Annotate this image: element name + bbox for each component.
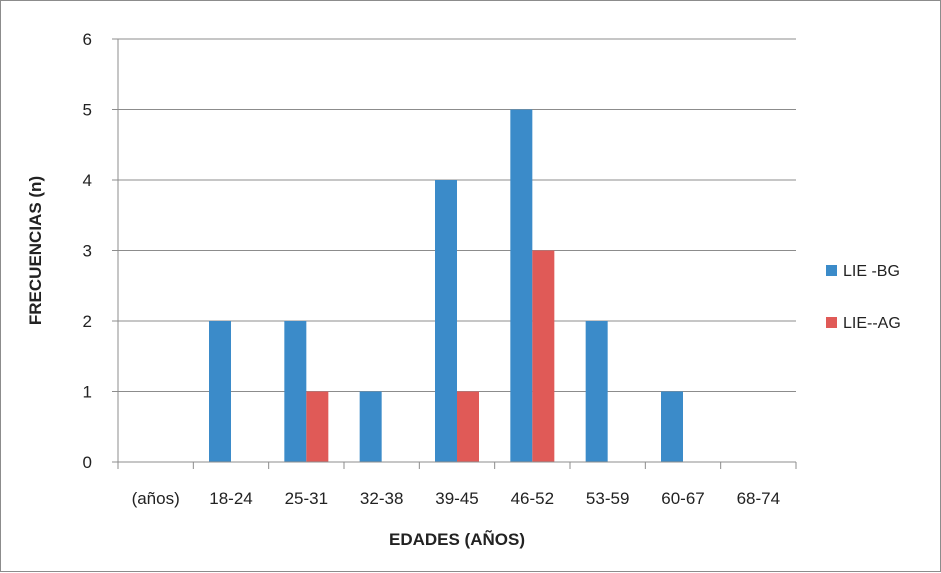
bar-lie-ag-2 bbox=[306, 391, 329, 462]
legend-label: LIE -BG bbox=[843, 263, 900, 280]
bar-lie-ag-4 bbox=[457, 391, 479, 462]
x-tick-label: 18-24 bbox=[209, 489, 252, 508]
bar-lie-bg-1 bbox=[209, 321, 231, 462]
bar-lie-bg-5 bbox=[510, 109, 533, 462]
y-tick-label: 1 bbox=[83, 383, 92, 402]
y-tick-labels: 0 1 2 3 4 5 6 bbox=[83, 30, 92, 472]
y-tick-label: 6 bbox=[83, 30, 92, 49]
legend: LIE -BG LIE--AG bbox=[826, 263, 901, 332]
y-axis-title: FRECUENCIAS (n) bbox=[26, 176, 45, 325]
y-tick-label: 5 bbox=[83, 101, 92, 120]
y-tick-label: 4 bbox=[83, 171, 92, 190]
x-tick-label: 32-38 bbox=[360, 489, 403, 508]
legend-label: LIE--AG bbox=[843, 315, 901, 332]
x-tick-label: 53-59 bbox=[586, 489, 629, 508]
y-tick-label: 2 bbox=[83, 312, 92, 331]
bar-lie-bg-7 bbox=[661, 391, 683, 462]
x-axis-title: EDADES (AÑOS) bbox=[389, 529, 525, 549]
x-tick-label: 46-52 bbox=[511, 489, 554, 508]
x-tick-label: 60-67 bbox=[661, 489, 704, 508]
x-tick-labels: (años) 18-24 25-31 32-38 39-45 46-52 53-59 60-6… bbox=[132, 489, 781, 508]
bar-lie-bg-3 bbox=[359, 391, 382, 462]
y-tick-label: 0 bbox=[83, 453, 92, 472]
x-tick-label: 68-74 bbox=[737, 489, 780, 508]
bars bbox=[209, 109, 683, 462]
x-tick-label: 25-31 bbox=[285, 489, 328, 508]
x-tick-label: (años) bbox=[132, 489, 180, 508]
bar-lie-bg-6 bbox=[585, 321, 608, 462]
bar-lie-bg-4 bbox=[435, 180, 457, 462]
axes bbox=[112, 38, 797, 469]
bar-lie-bg-2 bbox=[284, 321, 307, 462]
bar-lie-ag-5 bbox=[532, 250, 555, 462]
x-tick-label: 39-45 bbox=[435, 489, 478, 508]
y-tick-label: 3 bbox=[83, 242, 92, 261]
legend-swatch bbox=[826, 317, 837, 328]
legend-swatch bbox=[826, 265, 837, 276]
